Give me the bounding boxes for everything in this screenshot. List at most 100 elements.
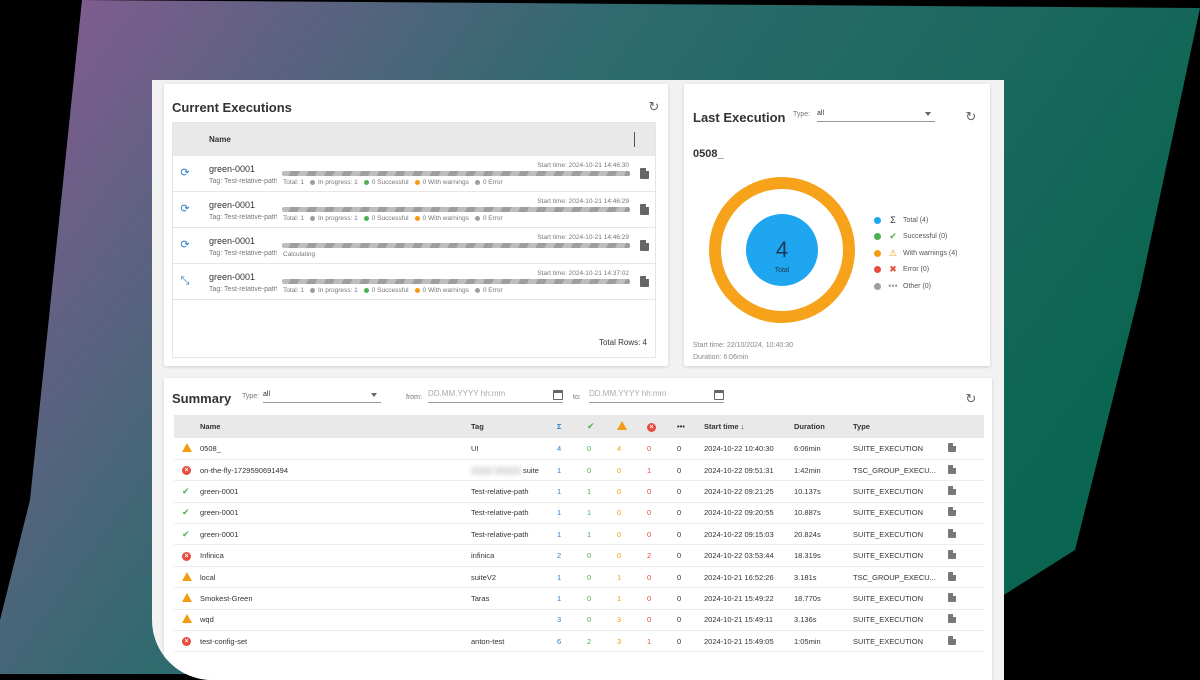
report-document-icon[interactable] <box>948 528 956 538</box>
row-start-time: 2024-10-21 15:49:11 <box>704 609 794 632</box>
from-date-input[interactable]: DD.MM.YYYY hh:mm <box>428 389 563 403</box>
row-start-time: 2024-10-22 09:21:25 <box>704 480 794 503</box>
row-tag: suite <box>523 465 539 475</box>
report-document-icon[interactable] <box>948 485 956 495</box>
row-other: 0 <box>677 438 704 460</box>
dot-warnings <box>414 179 420 185</box>
legend-item[interactable]: ✔ Successful (0) <box>874 229 957 246</box>
row-warnings: 0 <box>617 459 647 482</box>
column-header-other[interactable]: ••• <box>677 415 704 438</box>
type-label: Type: <box>242 393 260 400</box>
execution-tag: Tag: Test-relative-path <box>209 286 277 293</box>
column-header-total[interactable]: Σ <box>557 415 587 438</box>
row-duration: 6:06min <box>794 438 853 460</box>
row-error: 0 <box>647 609 677 632</box>
column-resize-handle[interactable] <box>634 132 635 147</box>
row-other: 0 <box>677 502 704 525</box>
table-row[interactable]: ✔ green-0001 Test-relative-path 1 1 0 0 0 2024-1… <box>174 480 984 503</box>
double-check-icon: ✔ <box>182 485 190 496</box>
report-document-icon[interactable] <box>948 635 956 645</box>
column-header-error[interactable]: × <box>647 415 677 438</box>
legend-item[interactable]: ✖ Error (0) <box>874 262 957 279</box>
error-icon: × <box>182 637 191 647</box>
stat-in-progress: In progress: 1 <box>317 287 358 294</box>
row-successful: 0 <box>587 544 617 567</box>
donut-ring-warnings <box>709 177 855 323</box>
execution-row[interactable]: ⟳ green-0001 Tag: Test-relative-path Start … <box>173 156 655 192</box>
row-name: Smokest-Green <box>200 587 471 610</box>
table-row[interactable]: Smokest-Green Taras 1 0 1 0 0 2024-10-21 15:49:… <box>174 587 984 610</box>
table-row[interactable]: × on-the-fly-1729590691494 ▒▒▒▒ ▒▒▒▒▒ suit… <box>174 459 984 482</box>
refresh-icon[interactable]: ↻ <box>648 99 660 114</box>
row-error: 0 <box>647 523 677 546</box>
row-start-time: 2024-10-22 03:53:44 <box>704 544 794 567</box>
current-executions-table: Name ⟳ green-0001 Tag: Test-relative-path S… <box>172 122 656 358</box>
row-type: SUITE_EXECUTION <box>853 587 948 610</box>
report-document-icon[interactable] <box>948 442 956 452</box>
execution-row[interactable]: ⟳ green-0001 Tag: Test-relative-path Start … <box>173 228 655 264</box>
report-document-icon[interactable] <box>640 240 649 251</box>
dot-error <box>474 215 480 221</box>
last-execution-name: 0508_ <box>693 148 724 160</box>
last-duration: Duration: 6:06min <box>693 354 749 361</box>
report-document-icon[interactable] <box>640 168 649 179</box>
row-type: SUITE_EXECUTION <box>853 630 948 653</box>
dashboard-app: Current Executions ↻ Name ⟳ green-0001 Tag… <box>152 80 1004 680</box>
row-start-time: 2024-10-22 10:40:30 <box>704 438 794 460</box>
to-date-input[interactable]: DD.MM.YYYY hh:mm <box>589 389 724 403</box>
type-select-value: all <box>817 110 825 117</box>
report-document-icon[interactable] <box>948 507 956 517</box>
row-tag: Test-relative-path <box>471 529 529 539</box>
dot-warnings <box>414 287 420 293</box>
stat-error: 0 Error <box>482 287 503 294</box>
execution-name: green-0001 <box>209 164 256 174</box>
table-row[interactable]: wqd 3 0 3 0 0 2024-10-21 15:49:11 3.136s SUITE_E… <box>174 609 984 632</box>
refresh-icon[interactable]: ↻ <box>965 109 977 124</box>
column-header-name[interactable]: Name <box>200 415 471 438</box>
row-other: 0 <box>677 480 704 503</box>
calendar-icon[interactable] <box>714 390 724 400</box>
table-row[interactable]: 0508_ UI 4 0 4 0 0 2024-10-22 10:40:30 6:06min SU… <box>174 438 984 460</box>
table-row[interactable]: × Infinica infinica 2 0 0 2 0 2024-10-22 03:53:4… <box>174 544 984 567</box>
row-type: SUITE_EXECUTION <box>853 523 948 546</box>
execution-row[interactable]: ⟳ green-0001 Tag: Test-relative-path Start … <box>173 192 655 228</box>
status-donut-chart: 4 Total <box>709 177 855 323</box>
row-name: green-0001 <box>200 480 471 503</box>
table-row[interactable]: ✔ green-0001 Test-relative-path 1 1 0 0 0 2024-1… <box>174 523 984 546</box>
legend-item[interactable]: Σ Total (4) <box>874 212 957 229</box>
table-row[interactable]: ✔ green-0001 Test-relative-path 1 1 0 0 0 2024-1… <box>174 502 984 525</box>
table-row[interactable]: local suiteV2 1 0 1 0 0 2024-10-21 16:52:26 3.18… <box>174 566 984 589</box>
report-document-icon[interactable] <box>640 276 649 287</box>
legend-item[interactable]: ••• Other (0) <box>874 278 957 295</box>
row-error: 2 <box>647 544 677 567</box>
report-document-icon[interactable] <box>948 550 956 560</box>
column-header-start-time[interactable]: Start time ↓ <box>704 415 794 438</box>
report-document-icon[interactable] <box>948 571 956 581</box>
type-select[interactable]: all <box>817 110 935 122</box>
row-name: test-config-set <box>200 630 471 653</box>
execution-stats: Total: 1 In progress: 1 0 Successful 0 With… <box>283 179 503 186</box>
row-start-time: 2024-10-21 16:52:26 <box>704 566 794 589</box>
donut-total-value: 4 <box>776 237 788 262</box>
row-successful: 2 <box>587 630 617 653</box>
table-row[interactable]: × test-config-set anton-test 6 2 3 1 0 2024-10-2… <box>174 630 984 653</box>
column-header-successful[interactable]: ✔ <box>587 415 617 438</box>
column-header-duration[interactable]: Duration <box>794 415 853 438</box>
report-document-icon[interactable] <box>948 592 956 602</box>
last-execution-card: Last Execution Type: all ↻ 0508_ 4 Total… <box>684 84 990 366</box>
row-duration: 20.824s <box>794 523 853 546</box>
execution-row[interactable]: ⤡ green-0001 Tag: Test-relative-path Start … <box>173 264 655 300</box>
calendar-icon[interactable] <box>553 390 563 400</box>
row-warnings: 0 <box>617 480 647 503</box>
column-header-warnings[interactable] <box>617 415 647 438</box>
report-document-icon[interactable] <box>948 464 956 474</box>
refresh-icon[interactable]: ↻ <box>965 391 977 406</box>
column-header-tag[interactable]: Tag <box>471 415 557 438</box>
legend-item[interactable]: ⚠ With warnings (4) <box>874 245 957 262</box>
type-select[interactable]: all <box>263 391 381 403</box>
legend-color-dot <box>874 233 881 241</box>
report-document-icon[interactable] <box>948 614 956 624</box>
report-document-icon[interactable] <box>640 204 649 215</box>
column-header-type[interactable]: Type <box>853 415 948 438</box>
current-executions-title: Current Executions <box>172 100 292 115</box>
